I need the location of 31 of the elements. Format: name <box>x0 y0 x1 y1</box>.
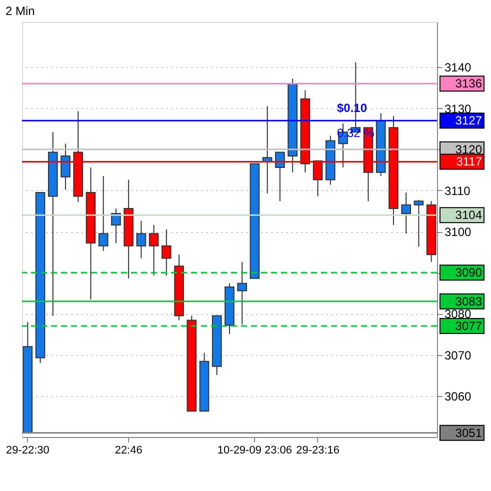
ref-line-label: 3117 <box>456 154 482 169</box>
y-tick-label: 3070 <box>444 348 472 362</box>
chart-title: 2 Min <box>5 4 35 18</box>
candlestick <box>60 143 70 190</box>
ref-line-label: 3083 <box>455 294 482 308</box>
y-tick-label: 3100 <box>444 225 472 240</box>
x-tick-label: 29-22:30 <box>6 444 50 456</box>
y-tick-label: 3140 <box>444 60 472 75</box>
ref-line-label: 3104 <box>455 208 482 222</box>
candlestick <box>148 224 159 276</box>
candlestick <box>98 176 108 252</box>
x-tick-label: 10-29-09 23:06 <box>217 444 292 456</box>
candlestick <box>111 208 121 244</box>
y-tick-label: 3110 <box>444 184 471 198</box>
candlestick <box>414 199 424 248</box>
candlestick <box>275 152 285 202</box>
ref-line-label: 3127 <box>455 114 482 128</box>
x-tick-label: 29-23:16 <box>296 444 340 456</box>
candlestick <box>162 229 172 276</box>
x-tick-label: 22:46 <box>114 444 142 456</box>
y-tick-label: 3130 <box>444 102 472 116</box>
y-tick-label: 3060 <box>444 389 472 404</box>
y-tick-label: 3080 <box>444 307 472 322</box>
candlestick <box>136 220 146 259</box>
ref-line-label: 3136 <box>455 76 482 91</box>
ref-line-label: 3051 <box>455 426 482 440</box>
ref-line-label: 3077 <box>455 319 482 334</box>
candlestick <box>237 261 248 325</box>
ref-line-label: 3120 <box>455 142 482 156</box>
ref-line-label: 3090 <box>455 266 482 280</box>
candlestick <box>401 192 412 234</box>
